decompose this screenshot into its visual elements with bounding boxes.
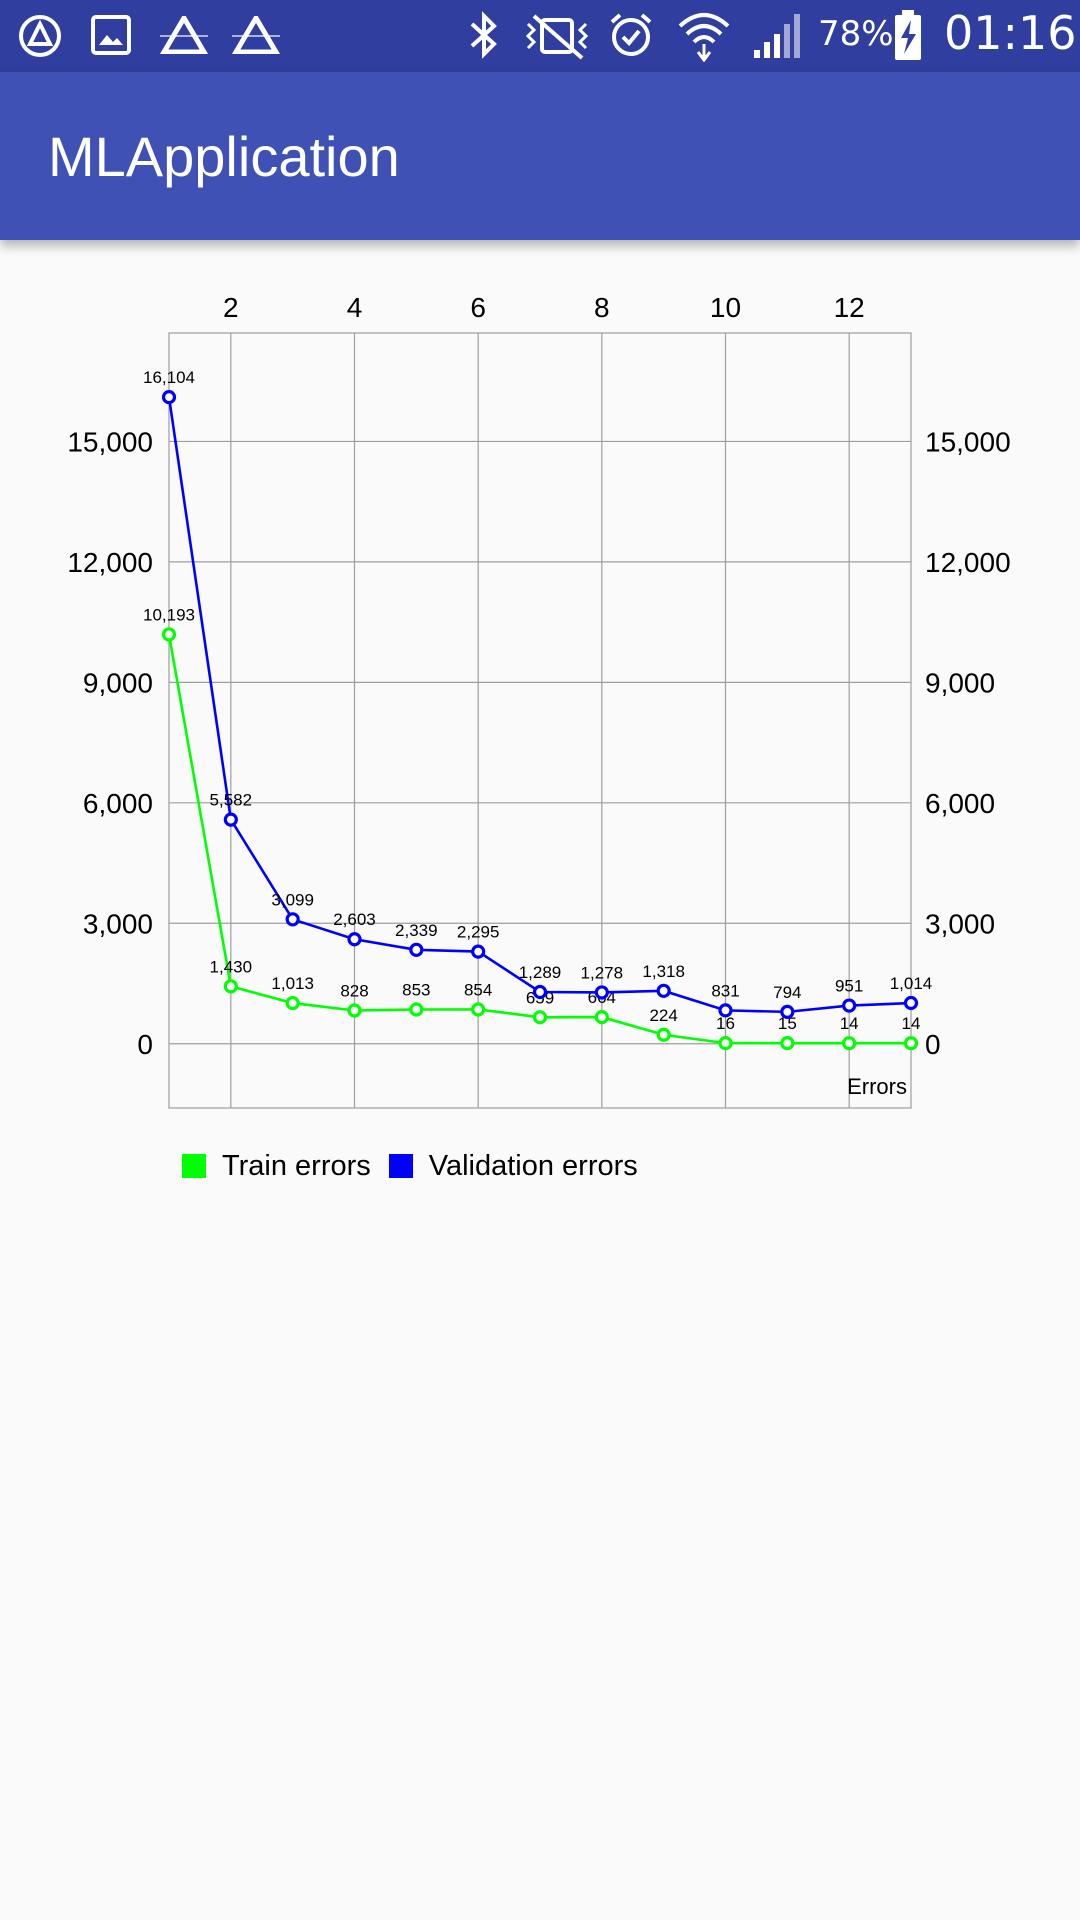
legend-item-validation: Validation errors [388,1149,638,1183]
errors-chart: 2 4 6 8 10 12 0 0 3,000 3,000 6,000 6,000 9,000 9,000… [0,240,1080,1240]
y-tick-label-right: 9,000 [925,667,995,698]
y-tick-label-left: 9,000 [83,667,153,698]
train-errors-point [780,1036,795,1051]
validation-errors-value-label: 2,339 [395,921,438,940]
train-errors-point [223,979,238,994]
legend-label-validation: Validation errors [428,1149,638,1182]
y-tick-label-left: 15,000 [67,426,153,457]
validation-errors-point [409,942,424,957]
train-errors-point [718,1036,733,1051]
line-chart: 2 4 6 8 10 12 0 0 3,000 3,000 6,000 6,000 9,000 9,000… [67,292,1011,1109]
app-title: MLApplication [48,125,400,188]
validation-errors-point [903,995,919,1011]
train-errors-value-label: 1,013 [271,974,314,993]
train-errors-point [656,1027,671,1042]
train-errors-value-label: 828 [340,982,368,1001]
train-errors-point [161,627,177,642]
train-errors-point [409,1002,424,1017]
validation-errors-value-label: 2,603 [333,910,376,929]
validation-errors-value-label: 1,289 [519,963,562,982]
y-tick-label-right: 15,000 [925,426,1011,457]
train-errors-value-label: 14 [840,1014,859,1033]
x-tick-label: 10 [710,292,741,323]
validation-errors-point [594,985,609,1000]
legend-item-train: Train errors [182,1150,371,1183]
x-tick-label: 12 [834,292,865,323]
y-tick-label-right: 3,000 [925,908,995,939]
train-errors-point [285,995,300,1011]
battery-charging-icon [895,10,921,60]
train-errors-value-label: 224 [649,1006,677,1025]
x-tick-label: 2 [223,292,239,323]
y-tick-label-left: 3,000 [83,908,153,939]
validation-errors-value-label: 794 [773,983,801,1002]
train-errors-value-label: 16 [716,1014,735,1033]
y-tick-label-left: 0 [137,1029,153,1060]
validation-errors-point [347,932,362,947]
gallery-icon [91,15,131,55]
status-bar: 78% 01:16 [0,0,1080,72]
train-errors-value-label: 853 [402,980,430,999]
chart-corner-label: Errors [847,1074,907,1099]
alert-triangle-icon [159,16,209,54]
validation-errors-point [161,389,177,405]
alert-triangle-icon [231,16,281,54]
x-tick-label: 4 [347,292,363,323]
y-tick-label-left: 6,000 [83,788,153,819]
legend-swatch-train [182,1154,206,1178]
y-tick-label-left: 12,000 [67,547,153,578]
bluetooth-icon [470,11,497,59]
status-time: 01:16 [944,6,1077,60]
validation-errors-point [718,1003,733,1018]
validation-errors-point [223,812,238,827]
x-tick-label: 6 [470,292,486,323]
validation-errors-value-label: 16,104 [143,368,195,387]
validation-errors-point [780,1004,795,1019]
validation-errors-value-label: 5,582 [210,791,253,810]
validation-errors-value-label: 951 [835,977,863,996]
app-bar: MLApplication [0,72,1080,240]
validation-errors-value-label: 831 [711,981,739,1000]
validation-errors-point [532,984,548,1000]
train-errors-point [842,1036,857,1051]
app-launcher-icon [19,15,61,57]
train-errors-value-label: 1,430 [210,957,253,976]
train-errors-value-label: 14 [902,1014,921,1033]
y-tick-label-right: 0 [925,1029,941,1060]
train-errors-point [532,1010,548,1025]
train-errors-value-label: 15 [778,1014,797,1033]
vibrate-mute-icon [525,14,589,60]
validation-errors-point [471,944,486,959]
chart-legend: Train errors Validation errors [182,1142,656,1190]
train-errors-point [471,1002,486,1017]
validation-errors-value-label: 3,099 [271,890,314,909]
validation-errors-value-label: 1,014 [890,974,933,993]
train-errors-point [347,1003,362,1018]
validation-errors-value-label: 1,278 [581,963,624,982]
validation-errors-value-label: 1,318 [642,962,685,981]
y-tick-label-right: 6,000 [925,788,995,819]
legend-swatch-validation [388,1154,413,1178]
signal-icon [754,14,800,58]
battery-percent: 78% [818,14,894,54]
validation-errors-point [842,998,857,1013]
alarm-icon [610,13,652,56]
validation-errors-point [656,983,671,998]
y-tick-label-right: 12,000 [925,547,1011,578]
train-errors-point [903,1036,919,1051]
validation-errors-value-label: 2,295 [457,923,500,942]
x-tick-label: 8 [594,292,610,323]
validation-errors-point [285,912,300,927]
wifi-icon [678,13,730,62]
train-errors-point [594,1009,609,1025]
plot-border [168,332,912,1109]
train-errors-value-label: 854 [464,980,492,999]
train-errors-value-label: 10,193 [143,605,195,624]
validation-errors-line [167,396,912,1014]
legend-label-train: Train errors [222,1149,371,1182]
